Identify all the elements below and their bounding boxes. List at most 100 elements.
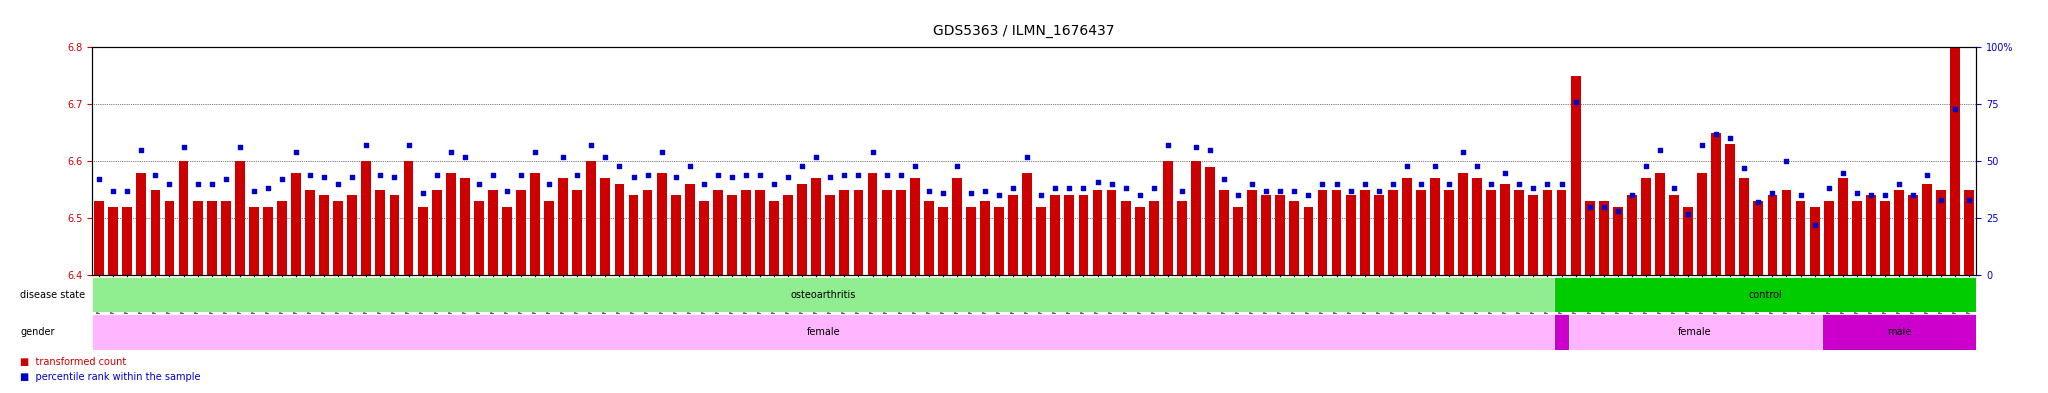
Point bbox=[139, 172, 172, 178]
Point bbox=[223, 144, 256, 151]
Bar bbox=[1825, 201, 1833, 275]
Point bbox=[365, 172, 397, 178]
Bar bbox=[698, 201, 709, 275]
Bar bbox=[586, 161, 596, 275]
Bar bbox=[756, 190, 766, 275]
Bar bbox=[389, 195, 399, 275]
Point bbox=[813, 174, 846, 180]
Bar bbox=[559, 178, 567, 275]
Bar bbox=[883, 190, 891, 275]
Point bbox=[350, 142, 383, 148]
Bar bbox=[924, 201, 934, 275]
Text: female: female bbox=[807, 327, 840, 337]
Point bbox=[1559, 99, 1591, 105]
Bar bbox=[741, 190, 752, 275]
Bar bbox=[1640, 178, 1651, 275]
Bar bbox=[1837, 178, 1847, 275]
Point bbox=[631, 172, 664, 178]
Bar bbox=[1149, 201, 1159, 275]
Point bbox=[561, 172, 594, 178]
Point bbox=[547, 153, 580, 160]
Point bbox=[252, 185, 285, 192]
Bar bbox=[854, 190, 864, 275]
Bar bbox=[713, 190, 723, 275]
Point bbox=[1024, 192, 1057, 198]
Point bbox=[772, 174, 805, 180]
Bar bbox=[94, 201, 104, 275]
Point bbox=[1208, 176, 1241, 182]
Point bbox=[743, 172, 776, 178]
Bar bbox=[672, 195, 680, 275]
Point bbox=[281, 149, 313, 155]
Point bbox=[406, 190, 438, 196]
Bar bbox=[1782, 190, 1792, 275]
Bar bbox=[967, 207, 977, 275]
Point bbox=[1292, 192, 1325, 198]
Point bbox=[307, 174, 340, 180]
Point bbox=[1630, 163, 1663, 169]
Bar bbox=[981, 201, 989, 275]
Bar bbox=[1051, 195, 1061, 275]
Point bbox=[1743, 199, 1776, 205]
Point bbox=[1769, 158, 1802, 164]
Point bbox=[1882, 181, 1915, 187]
Point bbox=[266, 176, 299, 182]
Bar bbox=[1821, 314, 1976, 350]
Point bbox=[842, 172, 874, 178]
Point bbox=[870, 172, 903, 178]
Bar bbox=[1458, 173, 1468, 275]
Bar bbox=[92, 314, 1554, 350]
Bar bbox=[1669, 195, 1679, 275]
Bar bbox=[1135, 207, 1145, 275]
Bar bbox=[993, 207, 1004, 275]
Point bbox=[1278, 187, 1311, 194]
Point bbox=[786, 163, 819, 169]
Bar bbox=[1106, 190, 1116, 275]
Point bbox=[322, 181, 354, 187]
Bar bbox=[1303, 207, 1313, 275]
Point bbox=[477, 172, 510, 178]
Point bbox=[1391, 163, 1423, 169]
Text: gender: gender bbox=[20, 327, 55, 337]
Point bbox=[1812, 185, 1845, 192]
Bar bbox=[150, 190, 160, 275]
Text: female: female bbox=[1677, 327, 1712, 337]
Bar bbox=[811, 178, 821, 275]
Point bbox=[940, 163, 973, 169]
Point bbox=[82, 176, 115, 182]
Bar bbox=[1739, 178, 1749, 275]
Point bbox=[1446, 149, 1479, 155]
Point bbox=[180, 181, 213, 187]
Point bbox=[899, 163, 932, 169]
Point bbox=[1264, 187, 1296, 194]
Point bbox=[1573, 204, 1606, 210]
Bar bbox=[207, 201, 217, 275]
Bar bbox=[1262, 195, 1272, 275]
Point bbox=[449, 153, 481, 160]
Bar bbox=[1655, 173, 1665, 275]
Bar bbox=[797, 184, 807, 275]
Bar bbox=[1178, 201, 1186, 275]
Bar bbox=[164, 201, 174, 275]
Bar bbox=[952, 178, 963, 275]
Bar bbox=[360, 161, 371, 275]
Bar bbox=[1923, 184, 1931, 275]
Bar bbox=[840, 190, 850, 275]
Point bbox=[1194, 147, 1227, 153]
Bar bbox=[530, 173, 541, 275]
Bar bbox=[1290, 201, 1298, 275]
Bar bbox=[221, 201, 231, 275]
Bar bbox=[727, 195, 737, 275]
Bar bbox=[657, 173, 666, 275]
Bar bbox=[461, 178, 469, 275]
Bar bbox=[1219, 190, 1229, 275]
Bar bbox=[1092, 190, 1102, 275]
Point bbox=[1954, 197, 1987, 203]
Point bbox=[1911, 172, 1944, 178]
Point bbox=[1827, 169, 1860, 176]
Bar bbox=[1008, 195, 1018, 275]
Bar bbox=[1614, 207, 1622, 275]
Point bbox=[1645, 147, 1677, 153]
Point bbox=[602, 163, 635, 169]
Point bbox=[1714, 135, 1747, 141]
